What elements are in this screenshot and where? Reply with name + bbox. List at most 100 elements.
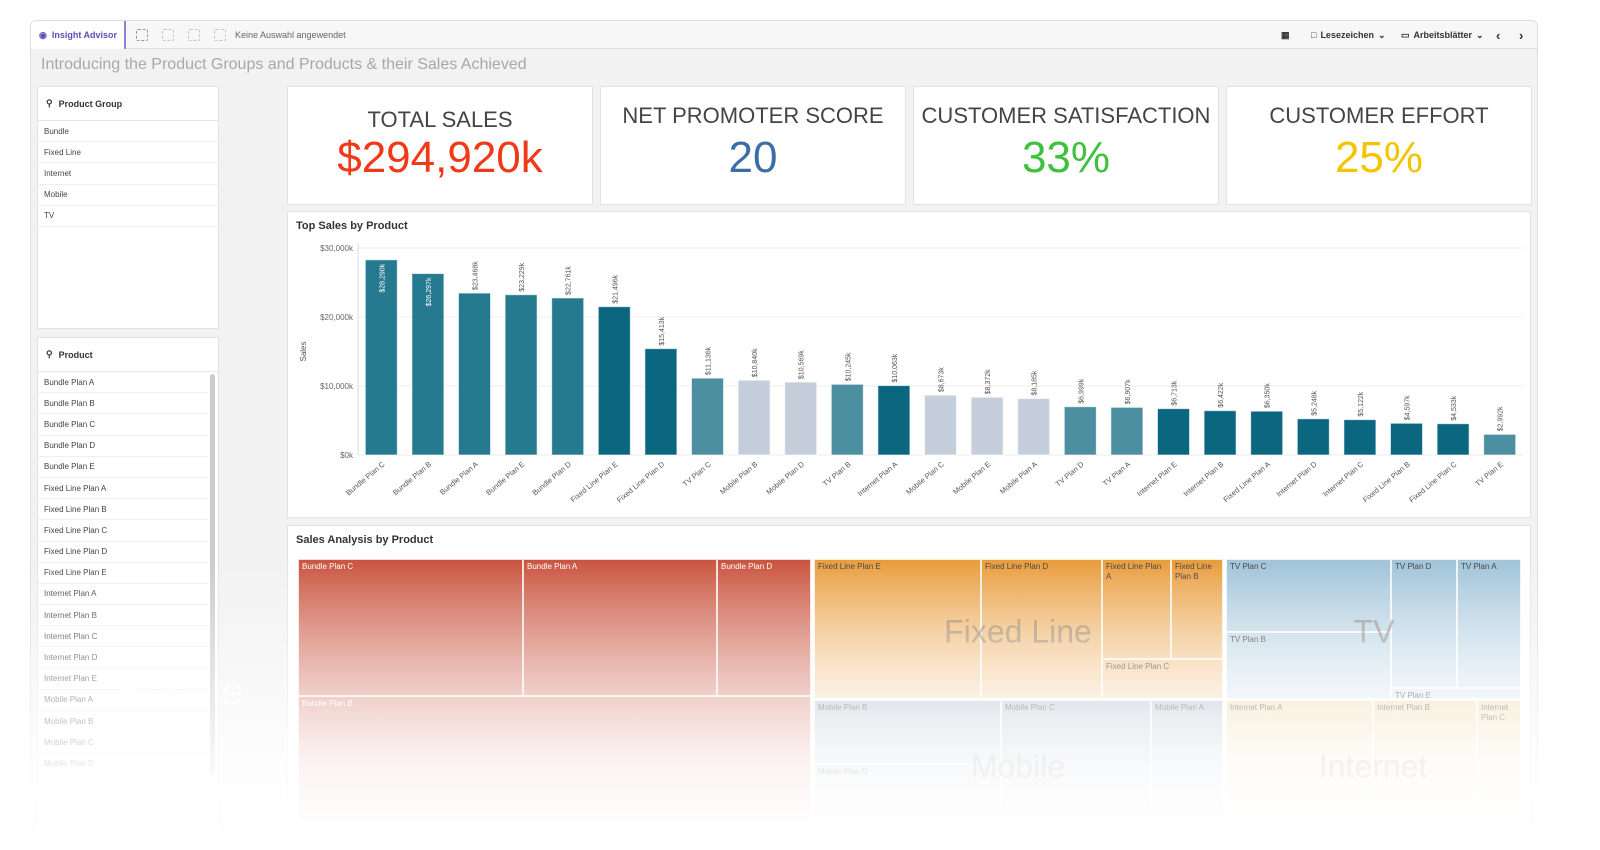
treemap-cell[interactable]: Bundle Plan C [298,559,523,696]
treemap-cell[interactable]: Internet Plan C [1477,700,1521,820]
bar[interactable] [784,381,818,456]
bar[interactable] [364,259,398,456]
list-item[interactable]: Fixed Line Plan C [38,520,208,542]
treemap-cell[interactable]: Bundle Plan B [298,696,811,816]
bar[interactable] [737,379,771,456]
kpi-label: NET PROMOTER SCORE [622,103,884,128]
bar[interactable] [1296,418,1330,456]
list-item[interactable]: Bundle Plan B [38,393,208,415]
data-label: $23,468k [473,261,480,290]
kpi-label: CUSTOMER EFFORT [1269,103,1489,128]
list-item[interactable]: Fixed Line Plan D [38,542,208,563]
insight-advisor-button[interactable]: ◉ Insight Advisor [31,21,126,49]
treemap-cell[interactable]: TV Plan E [1391,688,1521,699]
bar[interactable] [597,306,631,456]
list-item[interactable]: TV [38,206,218,227]
treemap-cell[interactable]: Bundle Plan A [523,559,717,696]
bar[interactable] [1157,408,1190,456]
list-item[interactable]: Bundle Plan E [38,457,208,478]
sheets-button[interactable]: ▭ Arbeitsblätter ⌄ [1401,21,1484,49]
list-item[interactable]: Mobile Plan A [38,690,208,711]
treemap-cell[interactable]: Internet Plan A [1226,700,1373,820]
x-tick-label: Mobile Plan C [904,459,946,496]
data-label: $10,840k [752,348,759,377]
list-item[interactable]: Internet Plan E [38,669,208,690]
list-item[interactable]: Internet Plan A [38,584,208,606]
treemap-cell[interactable]: TV Plan B [1226,632,1391,699]
bar[interactable] [458,292,491,456]
search-icon[interactable]: ⚲ [46,98,53,108]
data-label: $8,372k [985,369,992,394]
treemap-cell[interactable]: Mobile Plan A [1151,700,1223,820]
bar[interactable] [1063,406,1097,456]
bar[interactable] [1110,406,1144,456]
bar[interactable] [551,297,585,456]
bookmark-icon: □ [1311,30,1317,40]
list-item[interactable]: Internet Plan C [38,626,208,648]
list-item[interactable]: Bundle Plan D [38,436,208,457]
bar[interactable] [1390,422,1423,456]
bar[interactable] [691,377,724,456]
bar[interactable] [1017,398,1051,456]
y-tick-label: $30,000k [320,244,354,253]
list-item[interactable]: Bundle Plan C [38,414,208,436]
step-back-icon[interactable] [162,29,174,41]
grid-view-icon[interactable]: ▦ [1281,29,1290,40]
treemap-cell[interactable]: Fixed Line Plan A [1102,559,1171,659]
bar[interactable] [644,348,678,456]
list-item[interactable]: Internet Plan D [38,647,208,669]
list-item[interactable]: Internet [38,163,218,185]
next-sheet-icon[interactable]: › [1519,27,1524,43]
list-item[interactable]: Internet Plan B [38,605,208,627]
treemap-cell[interactable]: Internet Plan B [1373,700,1477,820]
data-label: $26,297k [426,277,433,306]
treemap-cell[interactable]: Bundle Plan D [717,559,811,696]
bar[interactable] [970,396,1004,456]
bar[interactable] [1436,423,1470,456]
data-label: $23,229k [519,262,526,291]
list-item[interactable]: Bundle [38,121,218,143]
bookmarks-button[interactable]: □ Lesezeichen ⌄ [1311,21,1386,49]
smart-search-icon[interactable] [136,29,148,41]
scrollbar[interactable] [210,374,215,774]
list-item[interactable]: Fixed Line Plan E [38,563,208,584]
bar[interactable] [411,273,445,456]
treemap-cell[interactable]: TV Plan A [1457,559,1521,688]
treemap-cell[interactable]: TV Plan D [1391,559,1457,688]
list-item[interactable]: Mobile Plan D [38,753,208,775]
bar[interactable] [924,394,957,456]
bar[interactable] [1250,410,1284,456]
x-tick-label: Bundle Plan A [438,460,480,497]
list-item[interactable]: Fixed Line Plan A [38,478,208,500]
bar[interactable] [830,383,864,456]
list-item[interactable]: Mobile [38,185,218,206]
previous-sheet-icon[interactable]: ‹ [1496,27,1501,43]
treemap-cell[interactable]: Mobile Plan C [1001,700,1151,820]
bar[interactable] [1343,419,1377,456]
step-forward-icon[interactable] [188,29,200,41]
x-tick-label: TV Plan C [681,459,713,488]
list-item[interactable]: Mobile Plan C [38,732,208,754]
treemap-cell[interactable]: Fixed Line Plan D [981,559,1102,699]
list-item[interactable]: Fixed Line Plan B [38,499,208,521]
treemap-cell[interactable]: Fixed Line Plan E [814,559,981,699]
bar[interactable] [504,294,538,456]
list-item[interactable]: Bundle Plan A [38,372,208,394]
list-item[interactable]: Fixed Line [38,142,218,164]
x-tick-label: Mobile Plan B [718,460,759,497]
list-item[interactable]: Mobile Plan B [38,711,208,733]
data-label: $28,290k [379,263,386,292]
treemap-cell[interactable]: Fixed Line Plan C [1102,659,1223,699]
bar-chart-panel: Top Sales by Product $0k $10,000k $20,000k… [287,211,1531,518]
x-tick-label: TV Plan E [1473,460,1505,489]
search-icon[interactable]: ⚲ [46,349,53,359]
treemap-cell[interactable]: Mobile Plan D [814,764,1001,820]
bar[interactable] [1483,433,1517,456]
bar[interactable] [1203,410,1237,456]
treemap-cell[interactable]: Fixed Line Plan B [1171,559,1223,659]
treemap-cell[interactable]: TV Plan C [1226,559,1391,632]
bar[interactable] [877,385,911,456]
clear-selections-icon[interactable] [214,29,226,41]
data-label: $8,185k [1032,370,1039,395]
